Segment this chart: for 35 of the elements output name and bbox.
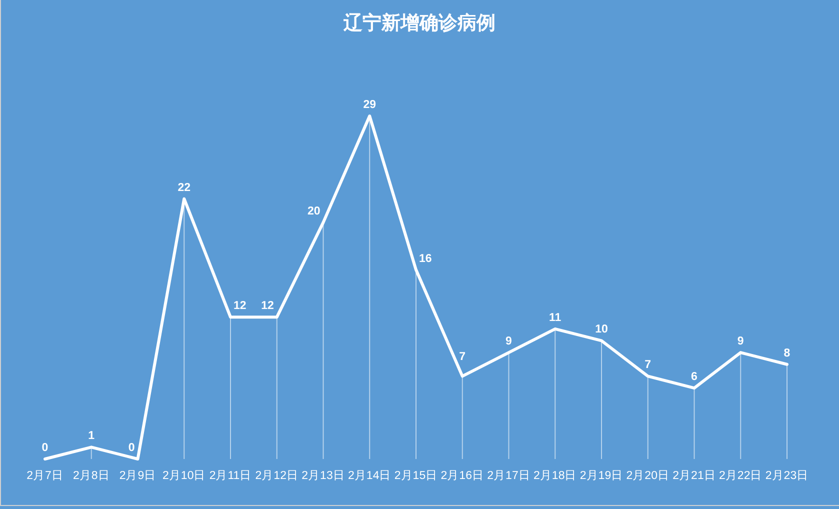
data-label: 12 bbox=[261, 300, 274, 312]
x-tick-label: 2月14日 bbox=[348, 469, 392, 482]
data-label: 7 bbox=[459, 351, 466, 364]
x-tick-label: 2月9日 bbox=[119, 469, 156, 482]
data-label: 10 bbox=[595, 324, 608, 336]
x-tick-label: 2月18日 bbox=[534, 469, 577, 482]
x-tick-label: 2月12日 bbox=[255, 469, 298, 482]
x-tick-label: 2月10日 bbox=[162, 469, 206, 482]
data-label: 22 bbox=[178, 182, 191, 194]
x-tick-label: 2月17日 bbox=[487, 469, 530, 482]
x-tick-label: 2月11日 bbox=[209, 469, 252, 482]
x-tick-label: 2月19日 bbox=[580, 469, 624, 482]
data-label: 1 bbox=[88, 430, 96, 442]
data-label: 20 bbox=[307, 205, 320, 218]
x-tick-label: 2月16日 bbox=[440, 469, 484, 482]
x-tick-label: 2月7日 bbox=[26, 469, 64, 482]
data-label: 12 bbox=[234, 300, 246, 312]
data-label: 11 bbox=[549, 312, 562, 324]
x-tick-label: 2月15日 bbox=[394, 469, 438, 482]
data-label: 9 bbox=[737, 336, 744, 348]
data-label: 0 bbox=[42, 442, 48, 454]
title: 辽宁新增确诊病例 bbox=[344, 13, 496, 34]
data-label: 29 bbox=[363, 99, 376, 111]
x-tick-label: 2月23日 bbox=[765, 469, 809, 482]
data-label: 9 bbox=[506, 336, 512, 348]
data-label: 8 bbox=[784, 347, 791, 360]
x-tick-label: 2月8日 bbox=[72, 469, 110, 482]
x-tick-label: 2月21日 bbox=[672, 469, 716, 482]
x-tick-label: 2月13日 bbox=[302, 469, 345, 482]
x-tick-label: 2月22日 bbox=[719, 469, 762, 482]
x-tick-label: 2月20日 bbox=[626, 469, 670, 482]
data-label: 0 bbox=[128, 442, 135, 454]
data-label: 16 bbox=[419, 252, 432, 265]
data-label: 7 bbox=[644, 359, 652, 372]
data-label: 6 bbox=[691, 371, 698, 384]
